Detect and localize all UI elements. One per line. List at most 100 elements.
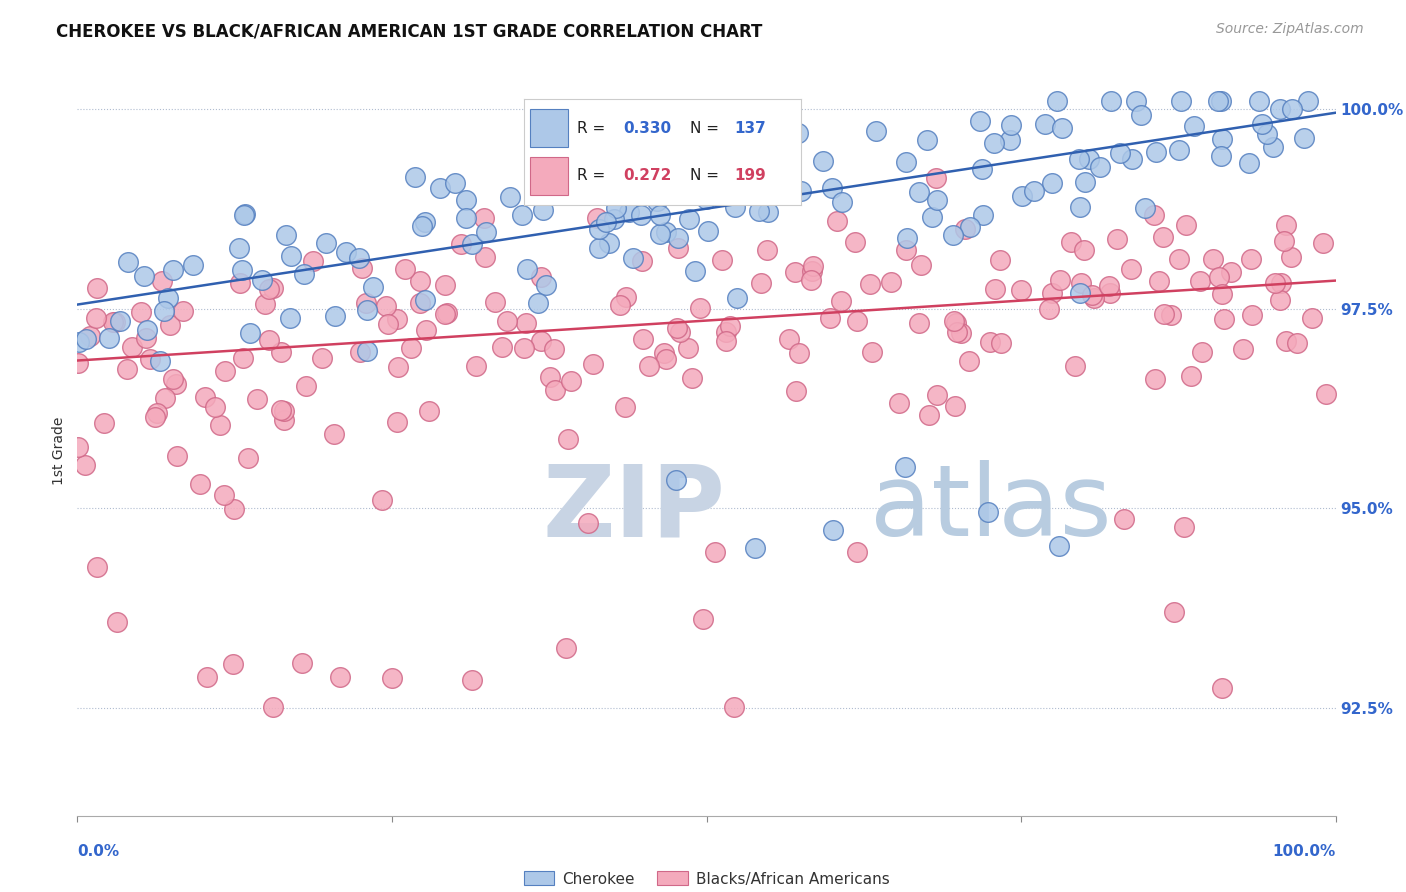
Point [311, 351, 333, 366]
Point [555, 641, 578, 656]
Point [1294, 130, 1316, 145]
Point [668, 325, 690, 339]
Point [515, 316, 537, 330]
Point [990, 252, 1012, 267]
Point [1069, 200, 1091, 214]
Point [302, 254, 325, 268]
Point [943, 399, 966, 413]
Point [270, 344, 292, 359]
Point [93, 417, 115, 431]
Point [1153, 307, 1175, 321]
Point [915, 133, 938, 147]
Point [821, 523, 844, 537]
Point [491, 340, 513, 354]
Point [356, 303, 378, 318]
Point [465, 359, 488, 373]
Point [616, 290, 638, 304]
Point [239, 326, 262, 340]
Point [1121, 152, 1143, 166]
Point [683, 264, 706, 278]
Point [681, 371, 703, 385]
Point [156, 291, 179, 305]
Point [1170, 94, 1192, 108]
Point [621, 251, 644, 265]
Point [924, 171, 946, 186]
Point [546, 187, 568, 202]
Point [295, 379, 318, 393]
Point [1070, 276, 1092, 290]
Point [1202, 252, 1225, 266]
Point [354, 296, 377, 310]
Point [231, 263, 253, 277]
Point [149, 354, 172, 368]
Point [1083, 291, 1105, 305]
Point [633, 332, 655, 346]
Point [896, 154, 918, 169]
Point [648, 227, 671, 242]
Point [375, 299, 398, 313]
Point [1168, 143, 1191, 157]
Point [1011, 188, 1033, 202]
Point [450, 236, 472, 251]
Point [1081, 288, 1104, 302]
Point [1211, 681, 1233, 695]
Point [631, 254, 654, 268]
Point [588, 222, 610, 236]
Point [1275, 334, 1298, 348]
Point [387, 359, 409, 374]
Point [418, 404, 440, 418]
Point [661, 181, 683, 195]
Point [595, 215, 617, 229]
Point [67, 335, 90, 350]
Point [1046, 94, 1069, 108]
Point [1133, 202, 1156, 216]
Point [433, 278, 456, 293]
Point [145, 406, 167, 420]
Text: Source: ZipAtlas.com: Source: ZipAtlas.com [1216, 22, 1364, 37]
Point [538, 370, 561, 384]
Point [1211, 287, 1233, 301]
Point [724, 200, 747, 214]
Point [678, 211, 700, 226]
Point [433, 306, 456, 320]
Point [1167, 252, 1189, 266]
Point [444, 176, 467, 190]
Point [825, 214, 848, 228]
Point [273, 404, 295, 418]
Point [315, 235, 337, 250]
Point [194, 390, 217, 404]
Point [645, 194, 668, 208]
Point [1279, 250, 1302, 264]
Point [377, 317, 399, 331]
Point [692, 612, 714, 626]
Point [943, 314, 966, 328]
Point [1251, 117, 1274, 131]
Point [530, 270, 553, 285]
Point [737, 145, 759, 159]
Point [697, 224, 720, 238]
Point [1152, 230, 1174, 244]
Point [399, 341, 422, 355]
Point [1189, 274, 1212, 288]
Point [352, 260, 374, 275]
Point [908, 316, 931, 330]
Point [409, 296, 432, 310]
Point [603, 211, 626, 226]
Point [1180, 369, 1202, 384]
Point [197, 670, 219, 684]
Point [294, 267, 316, 281]
Point [404, 169, 426, 184]
Point [1261, 140, 1284, 154]
Point [259, 334, 281, 348]
Point [257, 282, 280, 296]
Point [1240, 308, 1263, 322]
Point [710, 252, 733, 267]
Point [946, 325, 969, 339]
Point [614, 401, 637, 415]
Point [454, 211, 477, 226]
Point [741, 188, 763, 202]
Point [969, 113, 991, 128]
Point [381, 672, 404, 686]
Point [893, 460, 915, 475]
Point [349, 251, 371, 265]
